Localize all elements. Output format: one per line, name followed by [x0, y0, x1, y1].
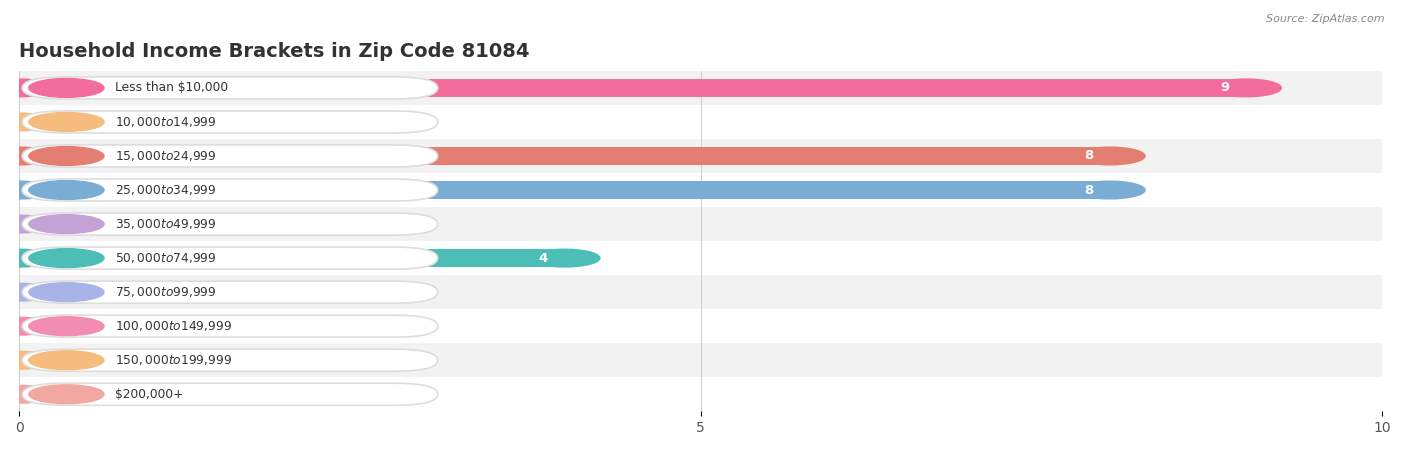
- FancyBboxPatch shape: [22, 349, 437, 371]
- Circle shape: [0, 113, 55, 131]
- Text: $75,000 to $99,999: $75,000 to $99,999: [115, 285, 217, 299]
- Circle shape: [0, 215, 55, 233]
- Bar: [20, 343, 1382, 377]
- Text: 0: 0: [146, 388, 155, 401]
- Bar: [20, 181, 1109, 199]
- FancyBboxPatch shape: [22, 247, 437, 269]
- Circle shape: [59, 284, 129, 301]
- Text: $25,000 to $34,999: $25,000 to $34,999: [115, 183, 217, 197]
- FancyBboxPatch shape: [22, 145, 437, 167]
- Circle shape: [59, 351, 129, 369]
- Text: 8: 8: [1084, 149, 1094, 162]
- Bar: [20, 284, 94, 301]
- Text: 0: 0: [146, 217, 155, 230]
- Text: Household Income Brackets in Zip Code 81084: Household Income Brackets in Zip Code 81…: [20, 42, 530, 61]
- Bar: [20, 275, 1382, 309]
- Circle shape: [59, 385, 129, 403]
- Bar: [20, 173, 1382, 207]
- Text: $10,000 to $14,999: $10,000 to $14,999: [115, 115, 217, 129]
- Circle shape: [28, 249, 104, 267]
- Circle shape: [1211, 79, 1281, 97]
- Circle shape: [0, 181, 55, 199]
- FancyBboxPatch shape: [22, 315, 437, 337]
- FancyBboxPatch shape: [22, 77, 437, 99]
- Circle shape: [1074, 147, 1144, 165]
- Bar: [20, 317, 94, 335]
- Text: $100,000 to $149,999: $100,000 to $149,999: [115, 319, 232, 333]
- Circle shape: [59, 113, 129, 131]
- Circle shape: [28, 317, 104, 336]
- Text: $150,000 to $199,999: $150,000 to $199,999: [115, 353, 232, 367]
- FancyBboxPatch shape: [22, 213, 437, 235]
- Bar: [20, 147, 1109, 165]
- Text: 0: 0: [146, 320, 155, 333]
- Circle shape: [28, 147, 104, 166]
- Text: 4: 4: [538, 252, 548, 265]
- Text: $50,000 to $74,999: $50,000 to $74,999: [115, 251, 217, 265]
- Text: 0: 0: [146, 286, 155, 299]
- FancyBboxPatch shape: [22, 383, 437, 405]
- FancyBboxPatch shape: [22, 179, 437, 201]
- Bar: [20, 207, 1382, 241]
- Circle shape: [0, 385, 55, 403]
- Bar: [20, 309, 1382, 343]
- Text: Source: ZipAtlas.com: Source: ZipAtlas.com: [1267, 14, 1385, 23]
- FancyBboxPatch shape: [22, 281, 437, 303]
- Circle shape: [1074, 181, 1144, 199]
- Bar: [20, 79, 1246, 97]
- Circle shape: [0, 317, 55, 335]
- Bar: [20, 241, 1382, 275]
- Bar: [20, 385, 94, 403]
- Circle shape: [59, 215, 129, 233]
- Circle shape: [28, 385, 104, 404]
- Text: 0: 0: [146, 354, 155, 367]
- Text: 9: 9: [1220, 81, 1230, 94]
- Bar: [20, 71, 1382, 105]
- Circle shape: [28, 78, 104, 97]
- Bar: [20, 377, 1382, 411]
- Text: $35,000 to $49,999: $35,000 to $49,999: [115, 217, 217, 231]
- Bar: [20, 113, 94, 131]
- Circle shape: [28, 351, 104, 369]
- Circle shape: [0, 79, 55, 97]
- Text: $15,000 to $24,999: $15,000 to $24,999: [115, 149, 217, 163]
- Circle shape: [0, 249, 55, 267]
- Bar: [20, 139, 1382, 173]
- Circle shape: [28, 112, 104, 131]
- Circle shape: [0, 147, 55, 165]
- Circle shape: [28, 215, 104, 234]
- Bar: [20, 215, 94, 233]
- Bar: [20, 249, 564, 267]
- Circle shape: [529, 249, 600, 267]
- FancyBboxPatch shape: [22, 111, 437, 133]
- Circle shape: [0, 351, 55, 369]
- Circle shape: [0, 284, 55, 301]
- Bar: [20, 351, 94, 369]
- Bar: [20, 105, 1382, 139]
- Circle shape: [28, 283, 104, 302]
- Circle shape: [28, 180, 104, 199]
- Text: $200,000+: $200,000+: [115, 388, 183, 401]
- Text: Less than $10,000: Less than $10,000: [115, 81, 228, 94]
- Circle shape: [59, 317, 129, 335]
- Text: 8: 8: [1084, 184, 1094, 197]
- Text: 0: 0: [146, 116, 155, 128]
